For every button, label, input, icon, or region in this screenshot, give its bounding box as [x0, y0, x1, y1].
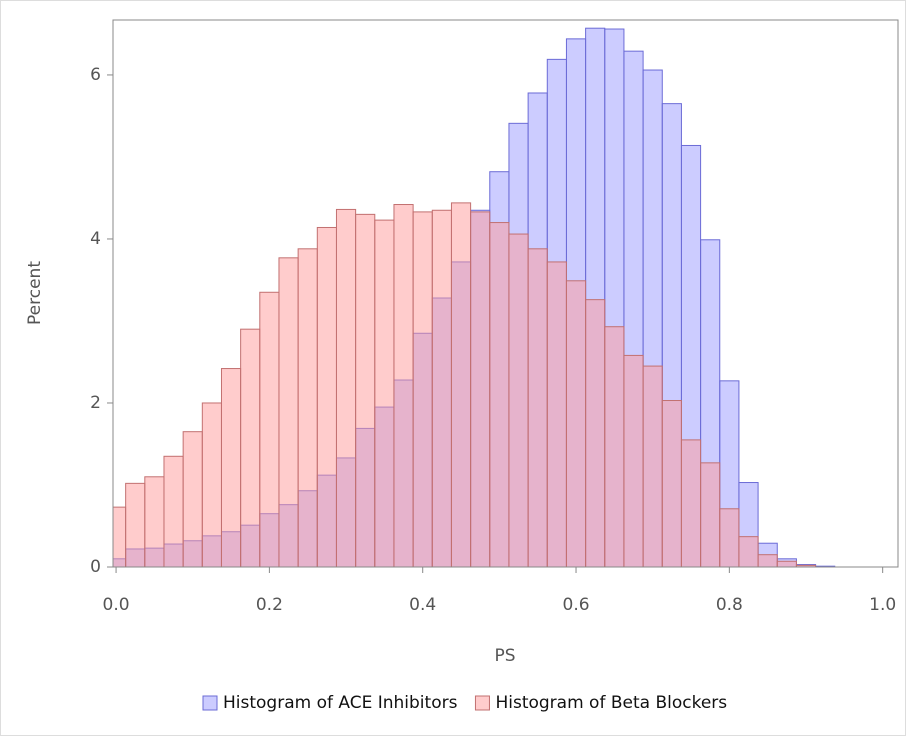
histogram-bar	[240, 328, 261, 567]
legend-swatch	[474, 695, 490, 711]
y-tick-label: 4	[90, 229, 101, 249]
histogram-bar	[393, 204, 414, 567]
histogram-bar	[144, 476, 165, 567]
x-tick-label: 0.4	[409, 595, 436, 615]
histogram-bar	[431, 209, 452, 567]
histogram-bar	[604, 326, 625, 567]
x-tick-label: 0.6	[563, 595, 590, 615]
histogram-bar	[201, 402, 222, 567]
legend-swatch	[202, 695, 218, 711]
histogram-bar	[757, 554, 778, 567]
histogram-bar	[450, 202, 472, 567]
histogram-bar	[182, 431, 203, 567]
histogram-bar	[738, 536, 759, 567]
x-tick-label: 0.8	[716, 595, 743, 615]
histogram-bar	[642, 365, 663, 567]
histogram-bar	[335, 208, 357, 567]
histogram-bar	[776, 560, 797, 567]
histogram-bar	[508, 233, 529, 567]
histogram-bar	[546, 261, 567, 567]
histogram-bar	[565, 280, 587, 567]
histogram-bar	[700, 462, 721, 567]
legend-label: Histogram of ACE Inhibitors	[223, 693, 458, 713]
x-tick-label: 0.2	[256, 595, 283, 615]
histogram-bar	[259, 291, 280, 567]
y-axis-label: Percent	[25, 261, 45, 325]
histogram-bar	[412, 211, 433, 567]
histogram-bar	[719, 508, 740, 567]
x-axis-label: PS	[494, 646, 515, 666]
histogram-bar	[470, 211, 491, 567]
y-tick-label: 6	[90, 65, 101, 85]
y-tick-label: 2	[90, 393, 101, 413]
plot-border	[112, 19, 899, 568]
x-tick-label: 0.0	[103, 595, 130, 615]
histogram-bar	[585, 299, 606, 567]
y-tick-label: 0	[90, 557, 101, 577]
histogram-bar	[297, 248, 318, 567]
histogram-bar	[489, 222, 510, 567]
histogram-bar	[623, 354, 644, 567]
histogram-bar	[220, 368, 242, 567]
histogram-bar	[661, 400, 682, 567]
x-tick-label: 1.0	[869, 595, 896, 615]
legend-label: Histogram of Beta Blockers	[495, 693, 727, 713]
histogram-bar	[278, 257, 299, 567]
histogram-bar	[355, 213, 376, 567]
histogram-bar	[527, 248, 548, 567]
histogram-bar	[316, 226, 337, 567]
histogram-bar	[163, 455, 184, 567]
plot-area	[113, 27, 836, 567]
histogram-bar	[374, 219, 395, 567]
histogram-bar	[680, 439, 702, 567]
histogram-bar	[125, 482, 146, 567]
